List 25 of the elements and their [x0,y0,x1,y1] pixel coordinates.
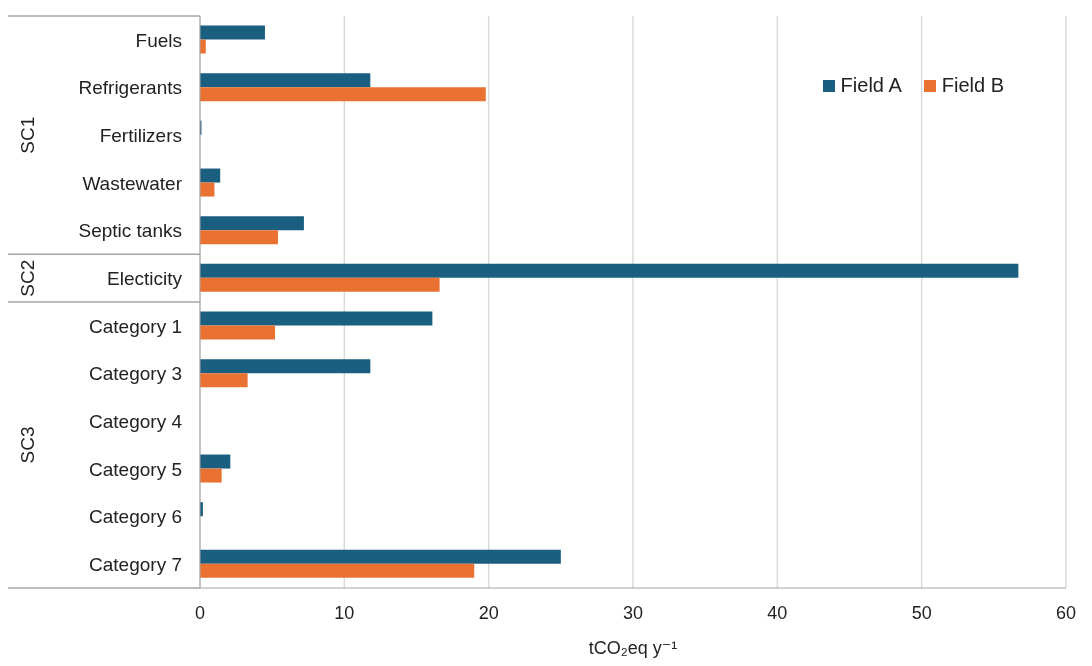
x-tick-label: 10 [334,602,355,623]
x-tick-label: 0 [194,602,206,623]
text: SC3 [17,426,38,464]
x-tick-label: 30 [622,602,644,623]
x-tick-label: 20 [478,602,499,623]
y-tick-label: Fertilizers [99,124,182,146]
y-tick-label: Refrigerants [78,77,182,99]
text: SC2 [17,259,38,297]
x-tick-label: 40 [767,602,788,623]
y-tick-label: Electicity [107,267,183,289]
y-tick-label: Wastewater [82,172,183,194]
y-tick-label: Category 3 [89,363,182,385]
y-tick-label: Category 5 [89,458,182,480]
x-tick-label: 60 [1055,602,1077,623]
x-axis-title: tCO₂eq y⁻¹ [588,638,678,658]
legend-label: Field A [840,74,902,97]
x-tick-label: 50 [911,602,932,623]
y-tick-label: Category 1 [89,315,182,337]
y-tick-label: Fuels [135,29,182,51]
y-tick-label: Septic tanks [78,220,182,242]
y-tick-label: Category 7 [89,553,182,575]
y-tick-label: Category 6 [89,506,182,528]
legend-label: Field B [941,74,1004,97]
text: SC1 [17,116,38,154]
y-tick-label: Category 4 [89,410,183,432]
